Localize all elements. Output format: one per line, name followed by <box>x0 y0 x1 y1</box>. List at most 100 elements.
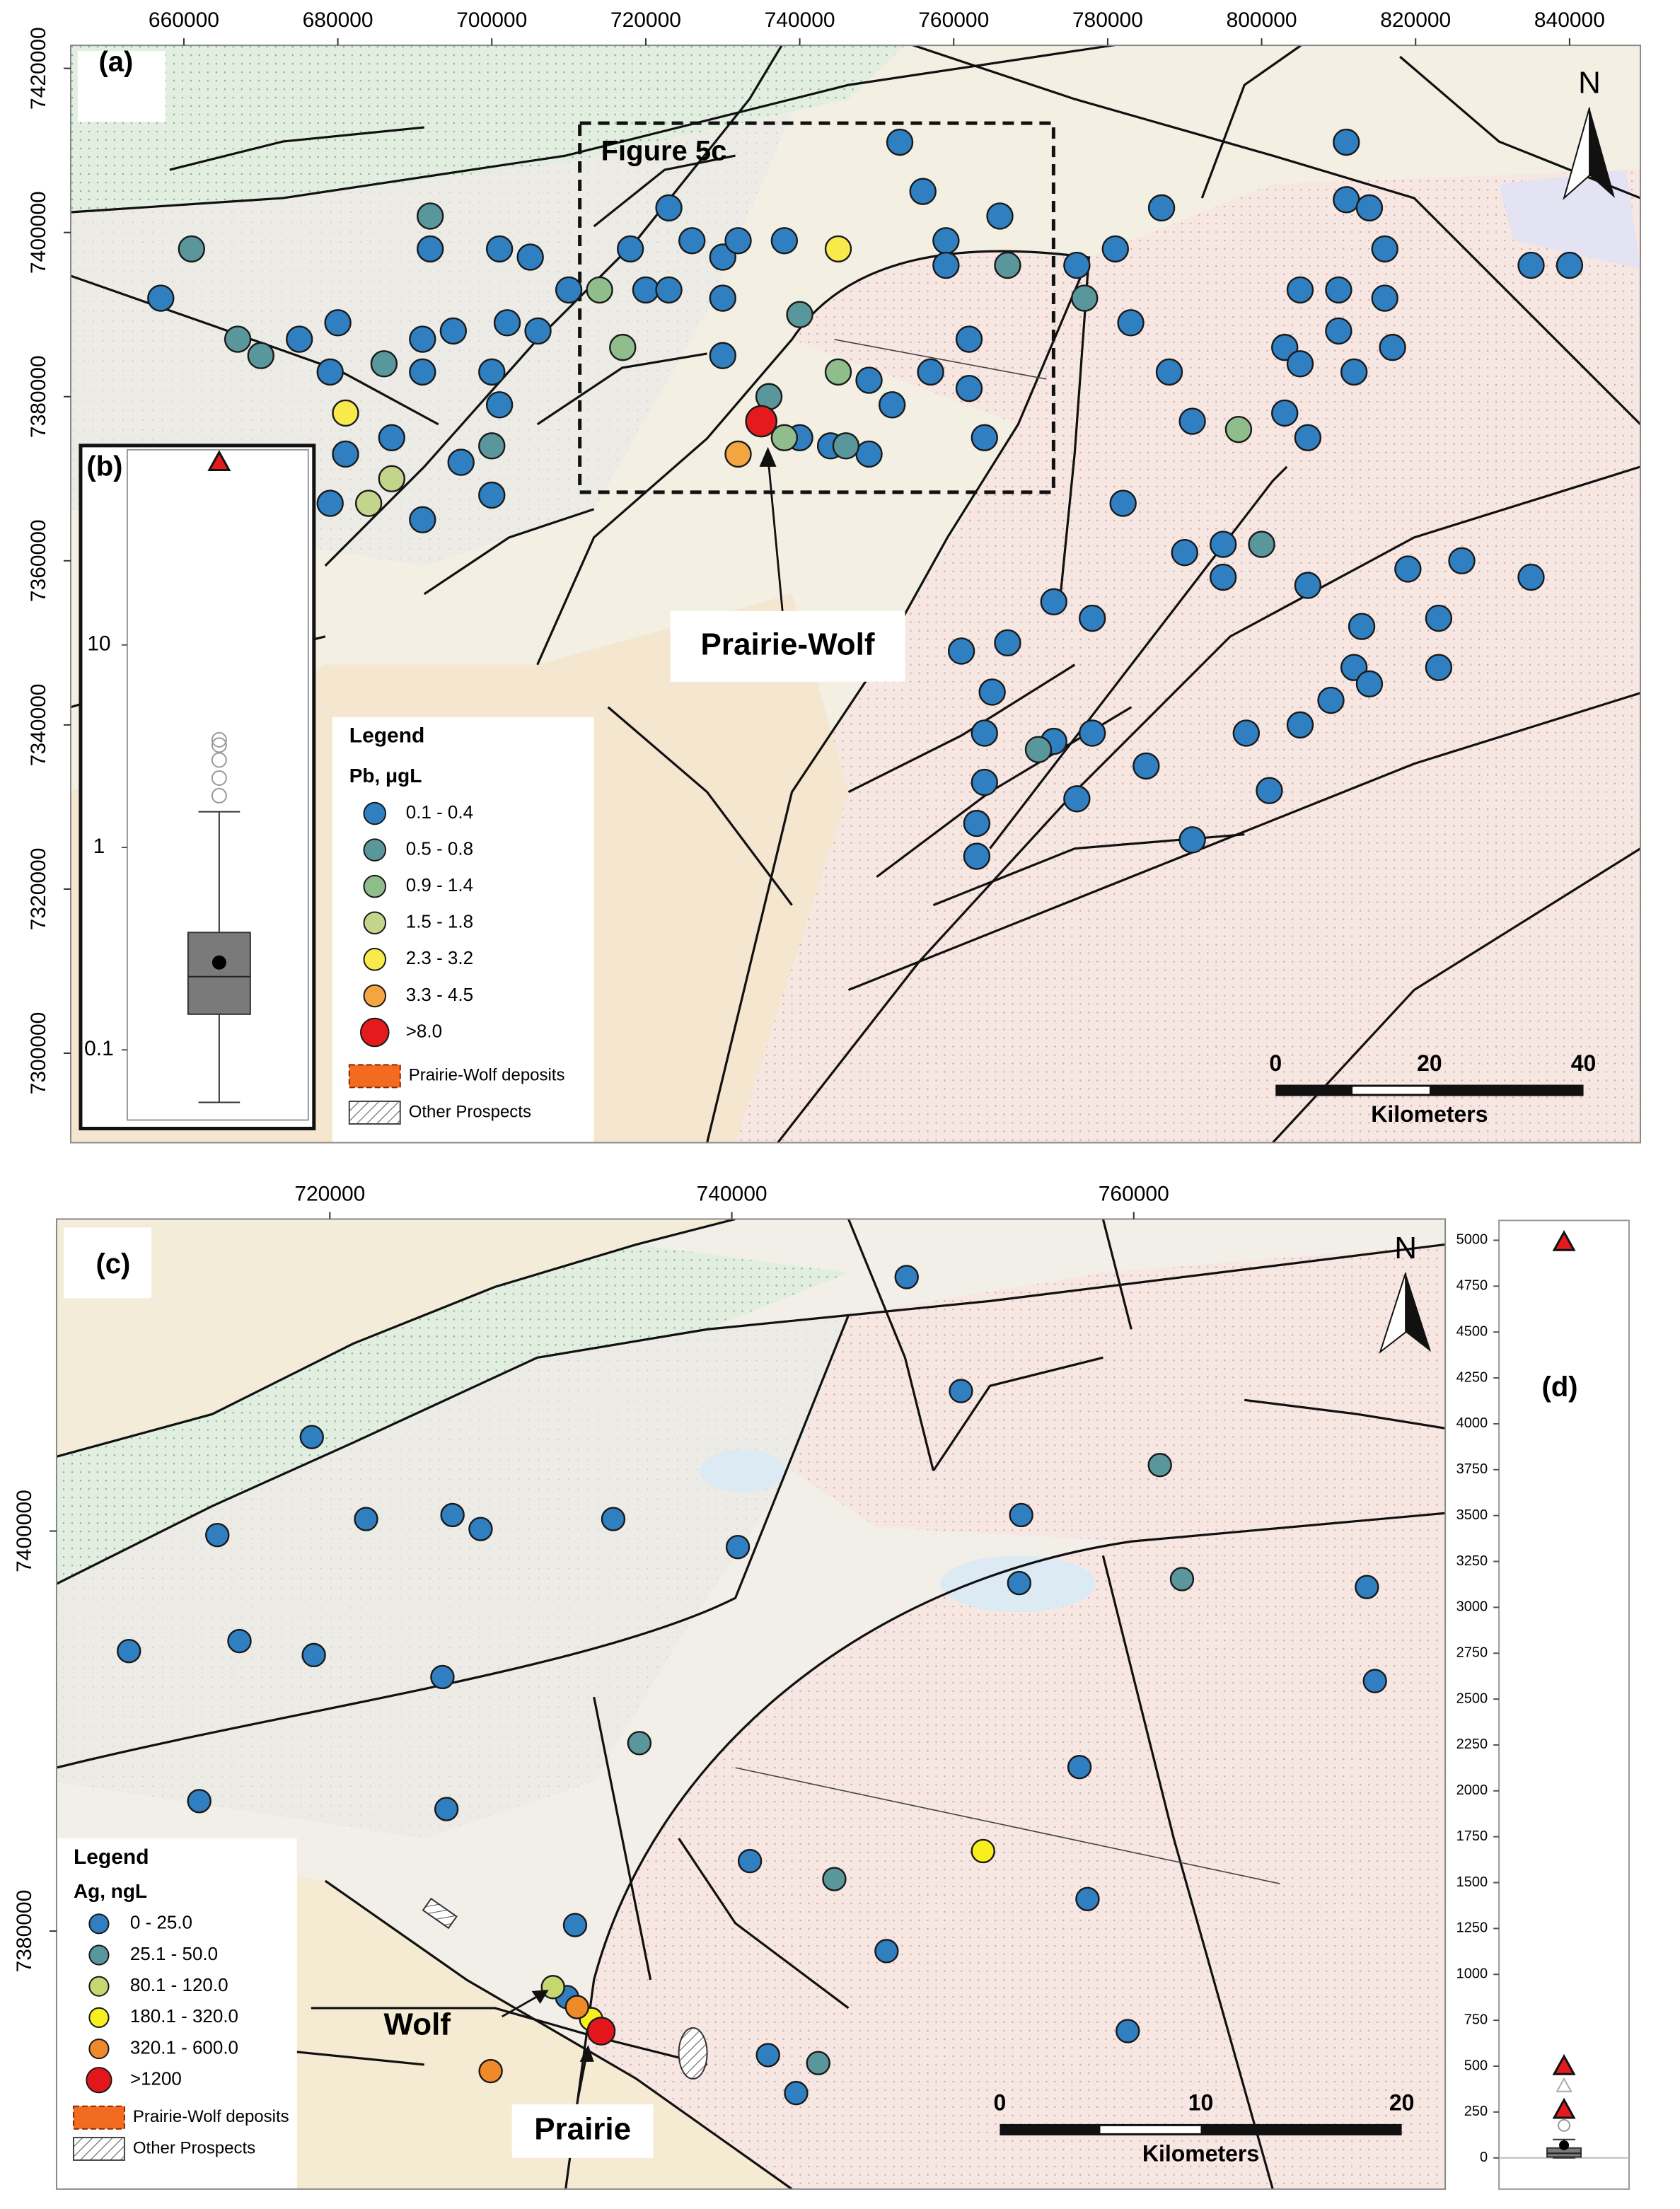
fault <box>847 663 1076 794</box>
geology-unit <box>70 45 905 213</box>
legend-swatch <box>348 1064 401 1089</box>
legend-swatch <box>88 1944 110 1966</box>
sample-point <box>724 227 752 255</box>
sample-point <box>1109 489 1137 517</box>
sample-point <box>147 284 175 312</box>
legend-label: >8.0 <box>406 1020 442 1041</box>
sample-point <box>1379 333 1406 361</box>
y-tick-label: 1500 <box>1456 1874 1488 1890</box>
fault <box>1059 257 1090 594</box>
y-tick-label: 2750 <box>1456 1645 1488 1661</box>
sample-point <box>299 1425 324 1449</box>
fault <box>70 274 439 426</box>
sample-point <box>932 227 960 255</box>
fault <box>56 1219 736 1458</box>
legend-label: 25.1 - 50.0 <box>130 1943 218 1964</box>
fault <box>536 338 793 666</box>
sample-point <box>354 1507 378 1531</box>
sample-point <box>370 350 398 378</box>
panel-label-box <box>77 51 166 122</box>
sample-point <box>855 366 883 394</box>
sample-point <box>1075 1886 1100 1912</box>
legend-swatch <box>72 2136 125 2161</box>
sample-point <box>1232 719 1261 747</box>
sample-point <box>678 227 706 255</box>
y-tick-label: 3000 <box>1456 1599 1488 1615</box>
callout-arrow <box>767 455 786 637</box>
sample-point <box>1155 358 1183 386</box>
panel-label: (c) <box>96 1248 131 1280</box>
sample-point <box>1394 555 1422 583</box>
x-tick-label: 740000 <box>765 8 835 32</box>
fault <box>169 126 424 171</box>
sample-point <box>709 342 736 369</box>
sample-point <box>1063 251 1091 279</box>
y-tick-label: 7420000 <box>27 27 50 110</box>
y-tick-label: 7400000 <box>13 1490 36 1572</box>
sample-point <box>994 629 1021 657</box>
legend-title: Legend <box>74 1845 149 1869</box>
geology-unit <box>56 1244 849 1584</box>
sample-point <box>725 1534 751 1560</box>
callout-box <box>511 2104 654 2158</box>
panel-label: (a) <box>99 47 134 78</box>
sample-point <box>555 276 583 304</box>
sample-point <box>586 276 613 304</box>
legend-label: 1.5 - 1.8 <box>406 911 473 932</box>
sample-point <box>478 432 506 460</box>
sample-point <box>855 440 883 468</box>
sample-point <box>627 1731 652 1756</box>
y-tick-label: 500 <box>1464 2058 1488 2073</box>
sample-point <box>874 1939 899 1964</box>
legend-swatch <box>88 2007 110 2028</box>
sample-point <box>1325 317 1352 345</box>
outlier <box>1558 2118 1571 2132</box>
x-tick-label: 800000 <box>1227 8 1297 32</box>
sample-point <box>354 489 383 517</box>
samples <box>117 1265 1387 2106</box>
sample-point <box>478 481 506 509</box>
sample-point <box>1178 826 1206 854</box>
legend-swatch <box>363 838 387 862</box>
sample-point <box>227 1628 252 1654</box>
sample-point <box>986 202 1014 230</box>
sample-point <box>806 2051 830 2075</box>
sample-point <box>1169 1567 1195 1591</box>
legend-label: >1200 <box>130 2068 182 2089</box>
sample-point <box>947 637 975 665</box>
sample-point <box>994 251 1021 279</box>
sample-point <box>709 284 736 312</box>
sample-point <box>1117 309 1145 337</box>
scale-bar-segment <box>1352 1086 1430 1094</box>
samples <box>147 128 1584 870</box>
sample-point <box>1078 719 1106 747</box>
fold-axis <box>834 339 1047 380</box>
extreme <box>207 450 231 471</box>
plot-area <box>1498 1219 1630 2190</box>
legend-swatch <box>88 2038 110 2060</box>
sample-point <box>1355 670 1384 698</box>
sample-point <box>524 317 552 345</box>
sample-point <box>724 440 752 468</box>
x-tick-label: 780000 <box>1072 8 1143 32</box>
x-tick-label: 840000 <box>1534 8 1605 32</box>
scale-bar-label: 20 <box>1417 1050 1442 1076</box>
y-tick-label: 7320000 <box>27 848 50 931</box>
legend-label: Other Prospects <box>409 1102 531 1121</box>
legend-label: 80.1 - 120.0 <box>130 1974 228 1995</box>
sample-point <box>1371 284 1398 312</box>
sample-point <box>301 1642 326 1668</box>
y-tick-label: 250 <box>1464 2104 1488 2119</box>
legend-swatch <box>363 984 387 1008</box>
fault <box>678 1838 850 2010</box>
legend-label: Other Prospects <box>133 2138 255 2157</box>
fault <box>423 508 595 596</box>
sample-point <box>1209 530 1237 558</box>
sample-point <box>616 235 644 263</box>
sample-point <box>1078 604 1106 632</box>
outlier <box>211 737 227 753</box>
outlier <box>211 787 227 804</box>
scale-bar-label: 0 <box>1269 1050 1282 1076</box>
sample-point <box>978 678 1006 706</box>
sample-point <box>1132 752 1160 780</box>
